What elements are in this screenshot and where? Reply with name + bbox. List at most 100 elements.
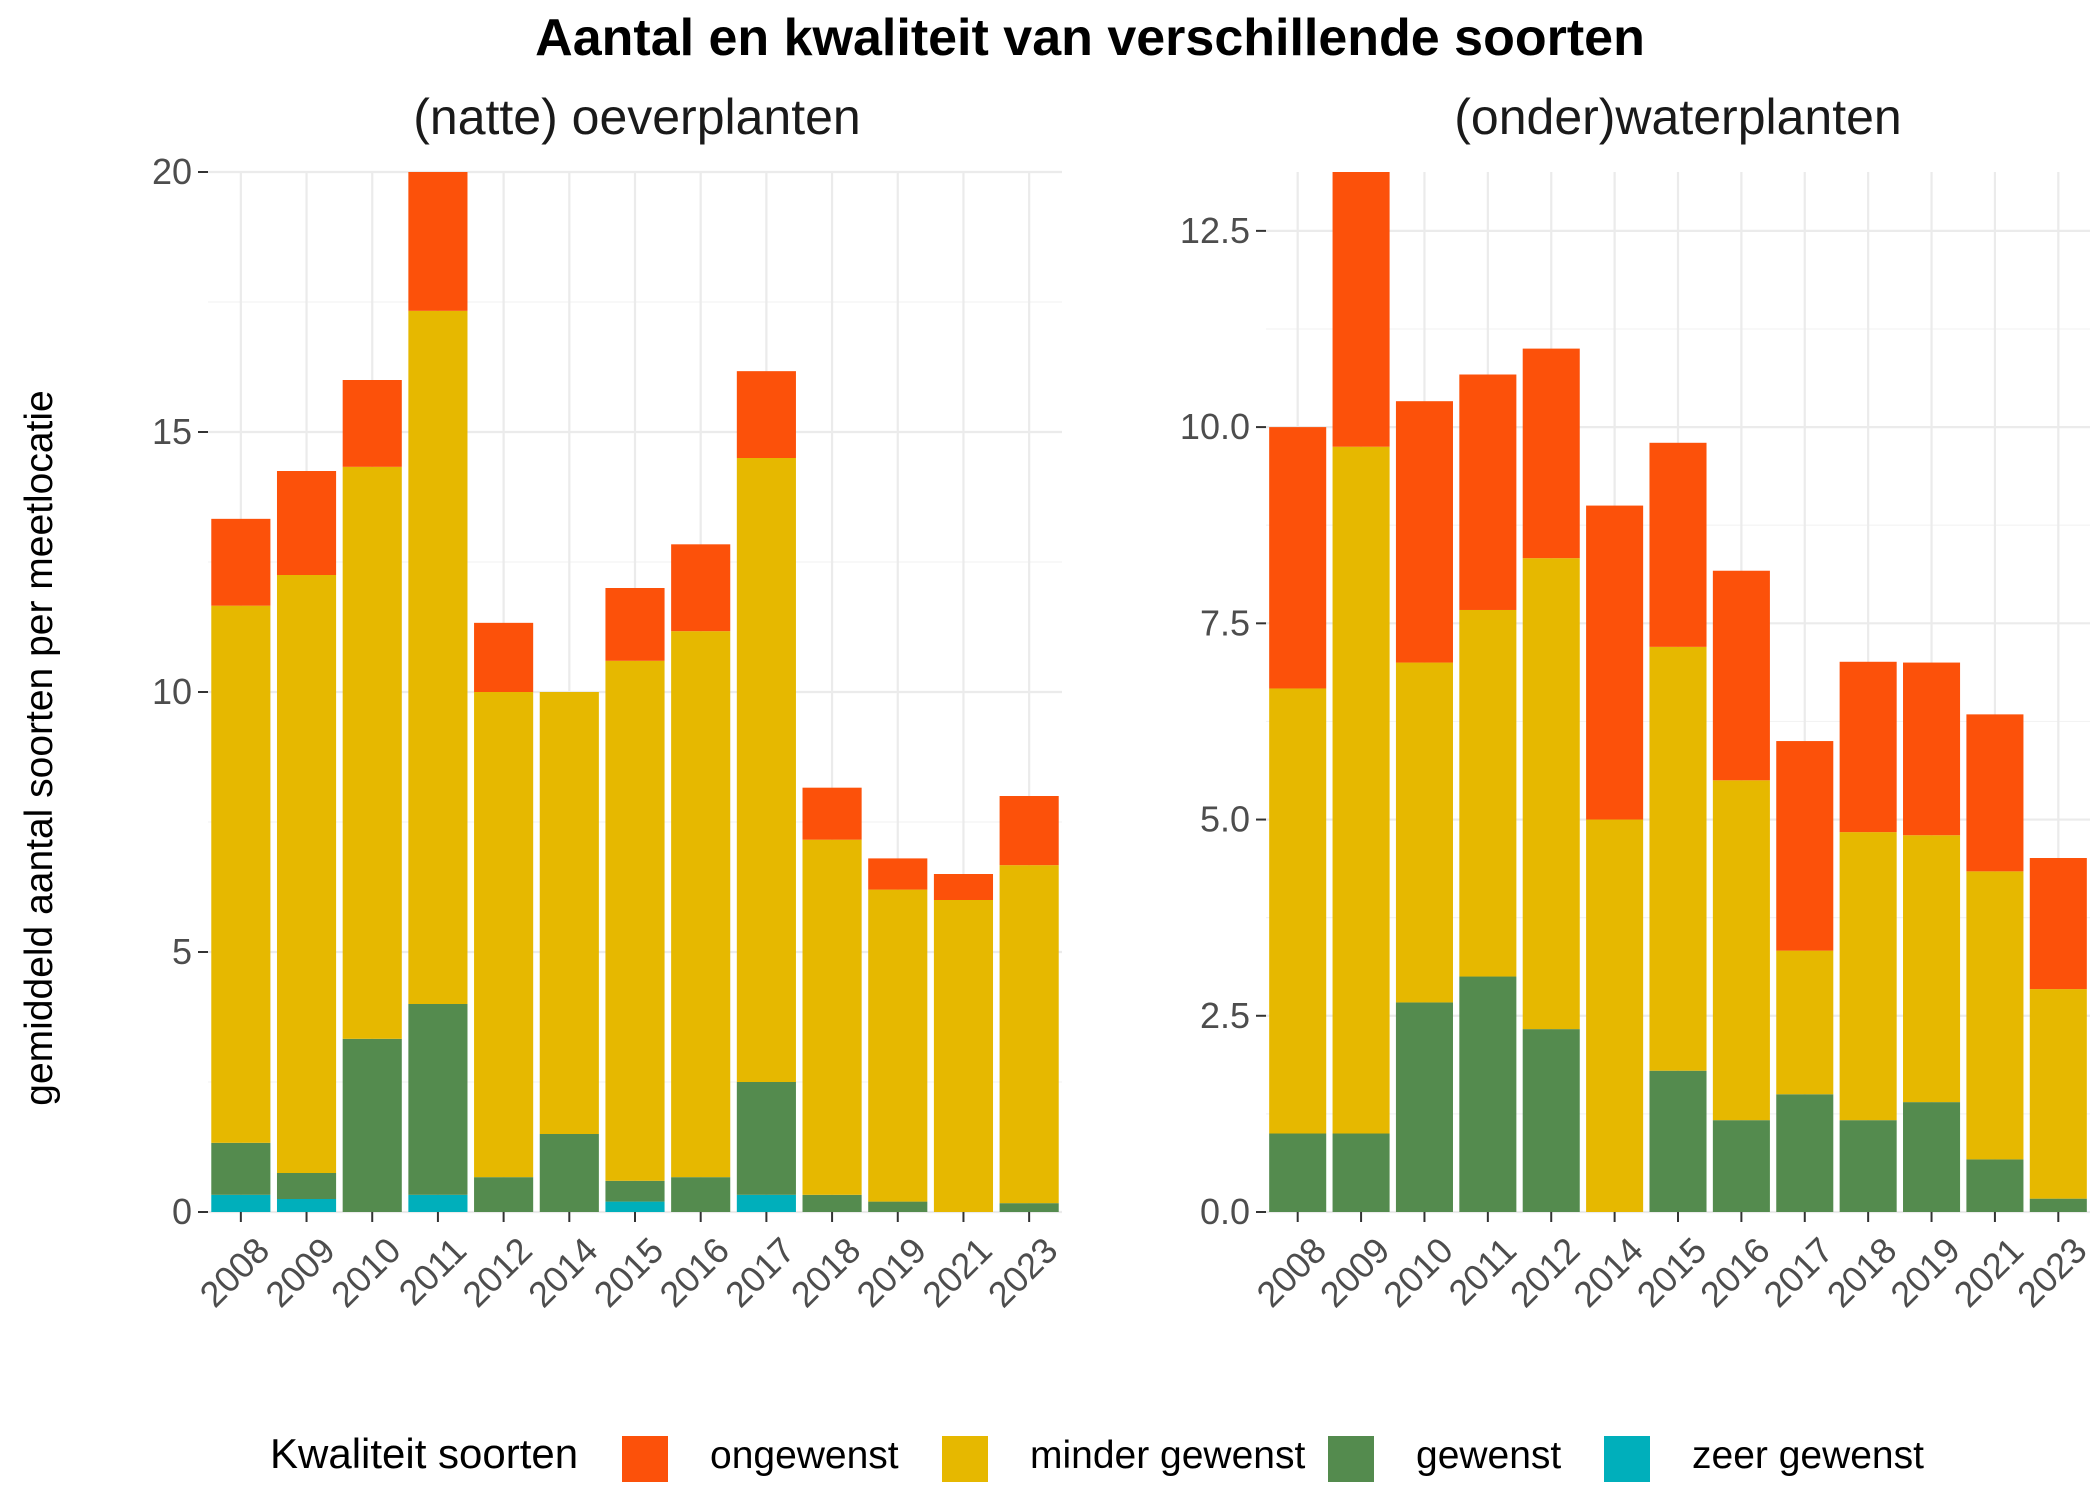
panel-1: 0 5 10 15 20 20082009201020112012201420152016…	[152, 151, 1066, 1315]
bar-segment	[999, 1203, 1059, 1212]
bar-segment	[1966, 1159, 2024, 1212]
bar-segment	[1649, 1070, 1707, 1212]
y-tick-label: 7.5	[1200, 602, 1250, 643]
bar-segment	[1586, 505, 1644, 820]
bar-segment	[736, 371, 796, 458]
y-tick-label: 5.0	[1200, 799, 1250, 840]
bar-segment	[1712, 1120, 1770, 1212]
bar-segment	[2029, 858, 2087, 990]
x-tick-label: 2011	[1440, 1229, 1524, 1313]
bar-segment	[802, 839, 862, 1195]
bar-segment	[1712, 780, 1770, 1121]
bar-segment	[1903, 1102, 1961, 1212]
x-tick-label: 2010	[1375, 1229, 1461, 1315]
legend-title: Kwaliteit soorten	[270, 1430, 578, 1477]
bar-segment	[802, 787, 862, 840]
x-tick-label: 2015	[586, 1229, 672, 1315]
bar-segment	[1966, 871, 2024, 1160]
bar-segment	[736, 458, 796, 1082]
y-tick-label: 10	[152, 671, 192, 712]
bar-segment	[605, 1201, 665, 1212]
x-tick-label: 2018	[1819, 1229, 1905, 1315]
x-tick-label: 2008	[1248, 1229, 1334, 1315]
x-tick-label: 2009	[1312, 1229, 1398, 1315]
x-tick-label: 2012	[1502, 1229, 1588, 1315]
x-tick-label: 2012	[454, 1229, 540, 1315]
x-tick-label: 2011	[391, 1229, 475, 1313]
bar-segment	[1776, 741, 1834, 951]
bar-segment	[736, 1194, 796, 1212]
x-tick-label: 2016	[1692, 1229, 1778, 1315]
bar-segment	[671, 544, 731, 632]
y-tick-label: 20	[152, 151, 192, 192]
bar-segment	[868, 889, 928, 1202]
x-tick-label: 2009	[257, 1229, 343, 1315]
legend-label: minder gewenst	[1030, 1434, 1305, 1477]
y-tick-label: 2.5	[1200, 995, 1250, 1036]
bar-segment	[1839, 1120, 1897, 1212]
bar-segment	[342, 466, 402, 1039]
bar-segment	[1966, 714, 2024, 872]
bar-segment	[211, 1194, 271, 1212]
bar-segment	[2029, 1198, 2087, 1212]
bar-segment	[1395, 662, 1453, 1003]
legend-swatch	[622, 1436, 668, 1482]
bar-segment	[605, 660, 665, 1181]
bar-segment	[1459, 609, 1517, 977]
bar-segment	[868, 1201, 928, 1212]
bar-segment	[408, 1004, 468, 1195]
x-tick-label: 2014	[1565, 1229, 1651, 1315]
bar-segment	[1776, 1094, 1834, 1212]
x-tick-label: 2021	[1946, 1229, 2032, 1315]
bar-segment	[211, 605, 271, 1143]
bar-segment	[1649, 442, 1707, 647]
x-tick-label: 2018	[783, 1229, 869, 1315]
bar-segment	[1459, 374, 1517, 610]
bar-segment	[999, 796, 1059, 866]
bar-segment	[605, 588, 665, 661]
bar-segment	[1522, 558, 1580, 1030]
bar-segment	[1395, 401, 1453, 663]
bar-segment	[1839, 832, 1897, 1121]
legend-label: gewenst	[1416, 1434, 1561, 1477]
y-tick-label: 0	[172, 1191, 192, 1232]
panel-2-subtitle: (onder)waterplanten	[1454, 89, 1902, 145]
bar-segment	[408, 1194, 468, 1212]
bar-segment	[1712, 570, 1770, 781]
bar-segment	[1269, 427, 1327, 689]
y-tick-label: 12.5	[1180, 210, 1250, 251]
panel-1-subtitle: (natte) oeverplanten	[413, 89, 861, 145]
bar-segment	[999, 865, 1059, 1204]
x-tick-label: 2023	[980, 1229, 1066, 1315]
bar-segment	[1332, 172, 1390, 447]
x-tick-label: 2017	[1755, 1229, 1841, 1315]
x-tick-label: 2021	[914, 1229, 1000, 1315]
chart-title: Aantal en kwaliteit van verschillende so…	[535, 9, 1645, 67]
x-tick-label: 2019	[848, 1229, 934, 1315]
bar-segment	[868, 858, 928, 890]
bar-segment	[474, 1177, 534, 1212]
bar-segment	[1903, 835, 1961, 1103]
bar-segment	[1776, 950, 1834, 1095]
bar-segment	[671, 1177, 731, 1212]
bar-segment	[1332, 446, 1390, 1134]
bar-segment	[736, 1082, 796, 1195]
legend-swatch	[1604, 1436, 1650, 1482]
y-tick-label: 0.0	[1200, 1191, 1250, 1232]
bar-segment	[474, 622, 534, 692]
bar-segment	[605, 1180, 665, 1202]
bar-segment	[933, 900, 994, 1212]
bar-segment	[211, 1142, 271, 1195]
bar-segment	[1586, 819, 1644, 1212]
bar-segment	[1395, 1002, 1453, 1212]
legend: Kwaliteit soorten ongewenst minder gewens…	[270, 1430, 1924, 1482]
bar-segment	[276, 1173, 337, 1199]
bar-segment	[276, 575, 337, 1173]
bar-segment	[1522, 348, 1580, 559]
bar-segment	[671, 631, 731, 1178]
bar-segment	[276, 471, 337, 575]
bar-segment	[539, 692, 599, 1134]
x-tick-label: 2023	[2009, 1229, 2095, 1315]
bar-segment	[539, 1134, 599, 1212]
panel-2: 0.0 2.5 5.0 7.5 10.0 12.5 20082009201020112012…	[1180, 172, 2095, 1315]
